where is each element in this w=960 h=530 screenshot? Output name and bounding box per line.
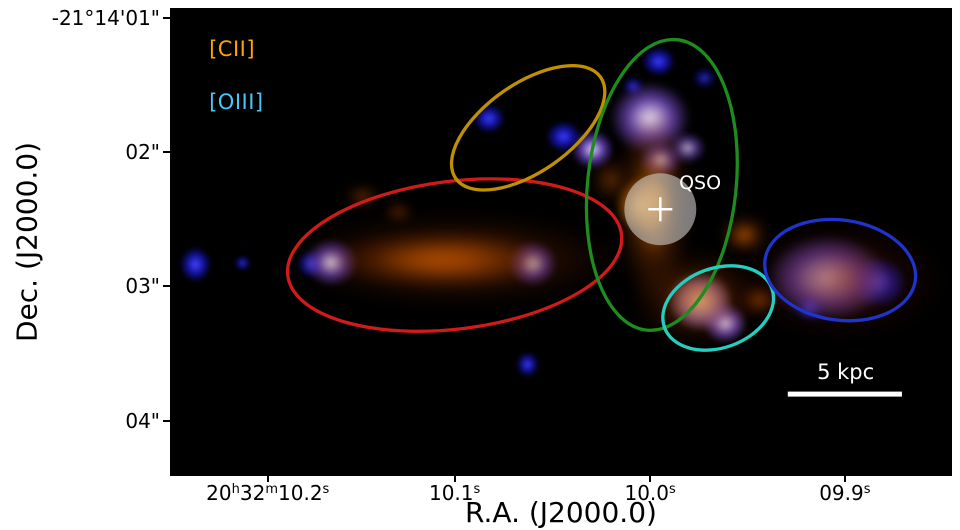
x-tick-label: 20h32m10.2s <box>206 481 330 505</box>
y-tick-mark <box>163 419 170 422</box>
x-tick-label: 09.9s <box>819 481 871 505</box>
y-tick-mark <box>163 151 170 154</box>
y-tick-label: 04" <box>125 408 160 433</box>
x-tick-label: 10.1s <box>428 481 481 505</box>
y-tick-label: -21°14'01" <box>51 5 160 30</box>
legend-item-oiii: [OIII] <box>209 89 264 114</box>
region-ellipse-yellow <box>449 63 607 192</box>
y-tick-mark <box>163 285 170 288</box>
x-tick-mark <box>649 476 652 482</box>
y-tick-label: 02" <box>125 140 160 165</box>
scalebar-label: 5 kpc <box>817 359 875 384</box>
y-tick-label: 03" <box>125 274 160 299</box>
x-axis-label: R.A. (J2000.0) <box>465 496 657 529</box>
plot-area: QSO 5 kpc [CII] [OIII] <box>170 8 952 476</box>
qso-label: QSO <box>679 171 722 194</box>
x-tick-label: 10.0s <box>624 481 676 505</box>
x-tick-mark <box>266 476 269 482</box>
y-axis-label: Dec. (J2000.0) <box>10 141 44 343</box>
region-ellipse-red <box>285 177 624 333</box>
legend-item-cii: [CII] <box>209 37 256 62</box>
region-ellipse-blue <box>763 217 918 323</box>
x-tick-mark <box>453 476 456 482</box>
scale-bar <box>787 391 902 397</box>
y-tick-mark <box>163 16 170 19</box>
x-tick-mark <box>843 476 846 482</box>
annotation-overlay <box>285 37 918 397</box>
